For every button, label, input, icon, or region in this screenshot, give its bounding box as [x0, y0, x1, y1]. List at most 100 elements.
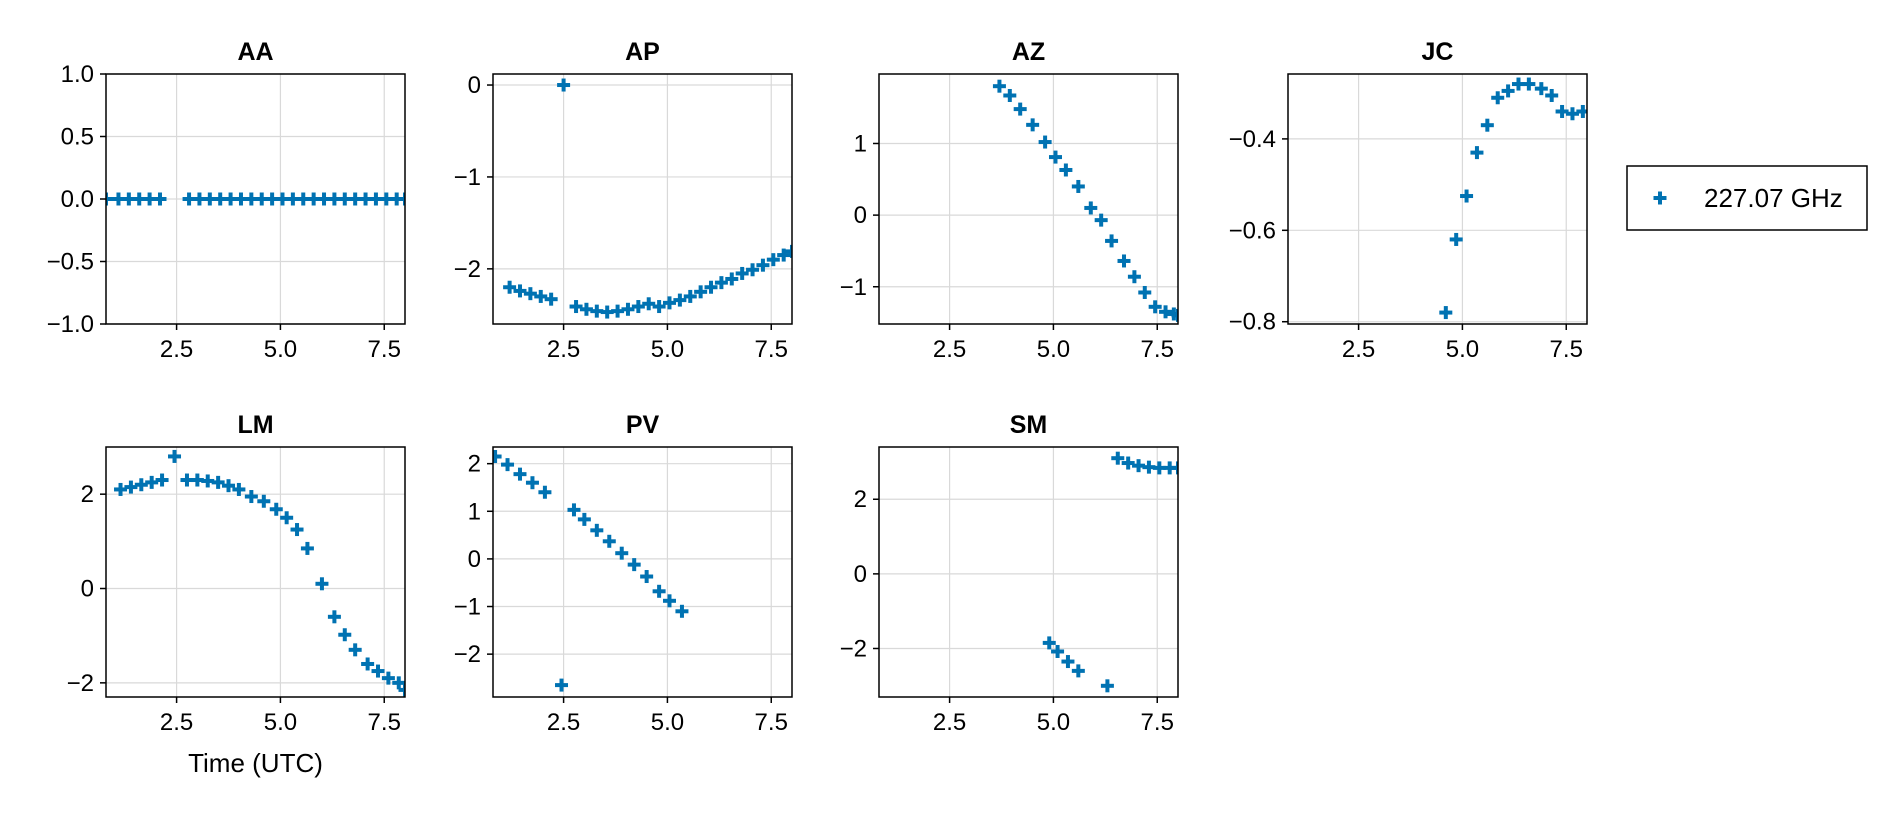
data-point — [392, 676, 405, 690]
y-tick-label: −1.0 — [47, 311, 94, 338]
legend-label: 227.07 GHz — [1704, 183, 1843, 213]
axes-frame — [492, 73, 793, 325]
data-point — [1003, 88, 1017, 102]
data-point — [244, 192, 258, 206]
x-tick-label: 5.0 — [1446, 336, 1479, 363]
data-point — [348, 192, 362, 206]
data-point — [1565, 107, 1579, 121]
data-point — [631, 300, 645, 314]
y-tick-label: −0.6 — [1229, 217, 1276, 244]
panel-title: PV — [626, 411, 660, 439]
data-point — [534, 289, 548, 303]
x-tick-label: 7.5 — [1141, 336, 1174, 363]
data-point — [615, 546, 629, 560]
axes-frame — [878, 446, 1179, 698]
x-tick-label: 2.5 — [547, 709, 580, 736]
y-tick-label: 2 — [854, 486, 867, 513]
y-tick-label: 0 — [854, 561, 867, 588]
data-point — [1460, 189, 1474, 203]
data-point — [673, 293, 687, 307]
data-point — [369, 192, 383, 206]
data-point — [1491, 91, 1505, 105]
data-point — [398, 683, 405, 697]
data-point — [222, 479, 236, 493]
y-tick-label: 1 — [468, 498, 481, 525]
panel-az: 2.5 5.0 7.5 1 0 −1 AZ — [840, 38, 1179, 363]
data-point — [1148, 300, 1162, 314]
data-point — [1480, 118, 1494, 132]
data-point — [1171, 461, 1178, 475]
data-point — [122, 192, 136, 206]
data-point — [398, 192, 405, 206]
y-tick-label: 0 — [81, 576, 94, 603]
data-point — [513, 467, 527, 481]
data-point — [134, 478, 148, 492]
data-point — [756, 258, 770, 272]
data-point — [694, 285, 708, 299]
data-point — [1094, 213, 1108, 227]
data-point — [390, 192, 404, 206]
x-axis-label: Time (UTC) — [188, 748, 323, 778]
data-point — [1084, 201, 1098, 215]
data-point — [1142, 460, 1156, 474]
data-point — [538, 485, 552, 499]
x-tick-label: 7.5 — [368, 336, 401, 363]
panel-sm: 2.5 5.0 7.5 2 0 −2 SM — [840, 411, 1179, 736]
data-point — [1105, 234, 1119, 248]
axes-frame — [105, 446, 406, 698]
data-point — [307, 192, 321, 206]
panel-lm: 2.5 5.0 7.5 2 0 −2 LM Time (UTC) — [67, 411, 406, 778]
data-point — [296, 192, 310, 206]
panels: 2.5 5.0 7.5 1.0 0.5 0.0 −0.5 −1.0 AA 2.5 5.0 7.5 0 −1… — [47, 38, 1588, 778]
data-point — [280, 511, 294, 525]
legend: 227.07 GHz — [1626, 165, 1868, 231]
data-point — [180, 473, 194, 487]
data-point — [662, 296, 676, 310]
data-point — [1071, 664, 1085, 678]
legend-marker — [1653, 191, 1667, 205]
data-point — [714, 276, 728, 290]
data-point — [1061, 655, 1075, 669]
data-point — [725, 272, 739, 286]
data-point — [379, 192, 393, 206]
data-point — [1127, 270, 1141, 284]
y-tick-label: −1 — [454, 594, 481, 621]
data-point — [1439, 306, 1453, 320]
data-point — [1051, 644, 1065, 658]
data-point — [1013, 102, 1027, 116]
data-point — [300, 541, 314, 555]
series-points — [106, 192, 405, 206]
data-point — [1042, 636, 1056, 650]
data-point — [224, 192, 238, 206]
data-point — [590, 304, 604, 318]
data-point — [555, 678, 569, 692]
y-tick-label: −0.5 — [47, 249, 94, 276]
data-point — [567, 503, 581, 517]
x-tick-label: 7.5 — [1141, 709, 1174, 736]
y-tick-label: 0.0 — [61, 186, 94, 213]
x-tick-label: 5.0 — [1037, 709, 1070, 736]
data-point — [269, 502, 283, 516]
panel-title: LM — [237, 411, 273, 439]
data-point — [201, 474, 215, 488]
data-point — [153, 192, 167, 206]
data-point — [513, 284, 527, 298]
y-tick-label: −1 — [454, 164, 481, 191]
y-tick-label: −0.8 — [1229, 309, 1276, 336]
data-point — [1163, 461, 1177, 475]
data-point — [265, 192, 279, 206]
panel-title: AP — [625, 38, 660, 66]
y-tick-label: 1.0 — [61, 61, 94, 88]
data-point — [114, 482, 128, 496]
y-tick-label: 0 — [468, 546, 481, 573]
data-point — [203, 192, 217, 206]
data-point — [155, 473, 169, 487]
series-points — [992, 79, 1178, 322]
data-point — [168, 449, 182, 463]
y-tick-label: 0 — [854, 202, 867, 229]
x-tick-label: 2.5 — [1342, 336, 1375, 363]
data-point — [275, 192, 289, 206]
data-point — [213, 192, 227, 206]
data-point — [1132, 459, 1146, 473]
data-point — [1100, 679, 1114, 693]
